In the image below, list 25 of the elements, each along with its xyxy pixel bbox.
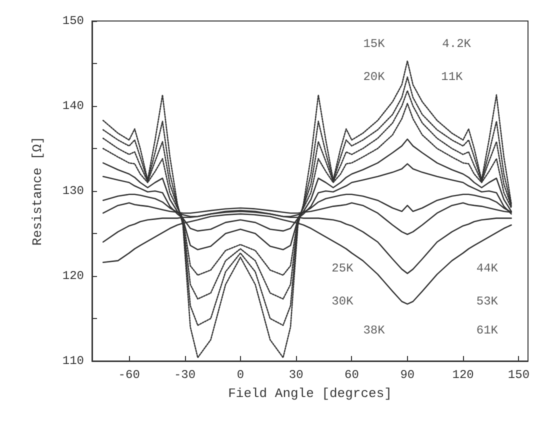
annotation: 20K	[363, 70, 386, 84]
x-axis-title: Field Angle [degrces]	[228, 386, 392, 401]
annotation: 30K	[332, 294, 354, 308]
x-tick-label: 90	[400, 368, 415, 382]
annotation: 38K	[363, 323, 386, 338]
annotation: 25K	[332, 261, 354, 276]
annotation: 11K	[441, 70, 464, 84]
annotation: 44K	[476, 261, 499, 276]
annotation: 61K	[476, 323, 499, 338]
y-tick-label: 150	[62, 14, 84, 28]
y-tick-label: 130	[62, 184, 84, 198]
annotation: 53K	[476, 294, 499, 308]
x-tick-label: -60	[118, 368, 140, 382]
x-tick-label: 120	[452, 368, 474, 382]
y-tick-label: 140	[62, 99, 84, 113]
y-tick-label: 110	[62, 354, 84, 368]
y-tick-label: 120	[62, 269, 84, 283]
x-tick-label: 60	[344, 368, 359, 382]
annotation: 15K	[363, 36, 386, 51]
annotation: 4.2K	[442, 36, 472, 51]
x-tick-label: 30	[288, 368, 304, 382]
x-tick-label: -30	[174, 368, 196, 382]
y-axis-title: Resistance [Ω]	[30, 136, 45, 246]
x-tick-label: 150	[508, 368, 530, 382]
x-tick-label: 0	[236, 368, 244, 382]
